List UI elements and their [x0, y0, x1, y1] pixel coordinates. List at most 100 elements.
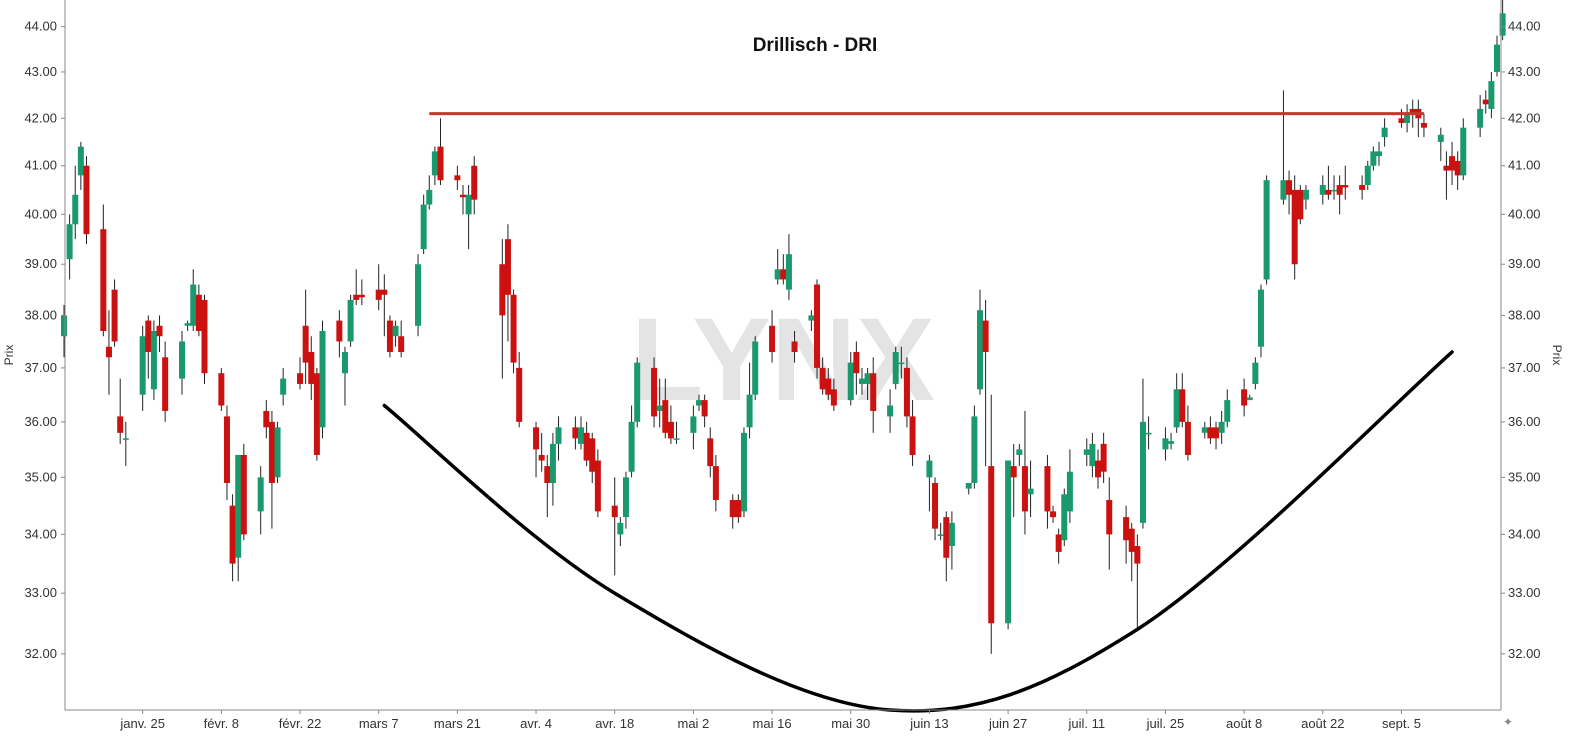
candle-up: [1280, 90, 1287, 205]
candle-up: [1027, 460, 1034, 518]
candle-body: [903, 367, 910, 417]
y-tick-label-left: 43.00: [24, 64, 57, 79]
candle-down: [353, 269, 360, 306]
candle-body: [696, 400, 703, 406]
candle-up: [1370, 146, 1377, 171]
candle-up: [892, 346, 899, 390]
candle-body: [808, 315, 815, 321]
candle-up: [1263, 175, 1270, 285]
candle-body: [785, 254, 792, 290]
candle-body: [392, 325, 399, 337]
candle-up: [72, 165, 79, 240]
candle-up: [1201, 421, 1208, 439]
candle-body: [549, 443, 556, 483]
candle-body: [465, 194, 472, 215]
candle-down: [358, 279, 365, 306]
candle-up: [235, 454, 242, 582]
candle-body: [471, 165, 478, 200]
candle-down: [780, 254, 787, 285]
candle-body: [504, 239, 511, 295]
candle-up: [420, 194, 427, 255]
candle-body: [1207, 427, 1214, 439]
candle-body: [1095, 460, 1102, 478]
candle-body: [150, 330, 157, 390]
candle-body: [1089, 443, 1096, 467]
candles-layer: [61, 0, 1506, 654]
candle-body: [1184, 421, 1191, 455]
candle-down: [145, 315, 152, 379]
y-tick-label-right: 35.00: [1508, 469, 1541, 484]
candle-up: [746, 362, 753, 439]
candle-body: [864, 373, 871, 384]
candle-down: [1241, 378, 1248, 417]
candle-up: [150, 320, 157, 401]
candle-down: [308, 336, 315, 401]
candle-body: [943, 517, 950, 558]
candle-body: [594, 460, 601, 512]
candle-body: [313, 373, 320, 455]
candle-down: [504, 224, 511, 342]
candle-body: [77, 146, 84, 176]
y-tick-label-left: 32.00: [24, 646, 57, 661]
y-tick-label-left: 33.00: [24, 585, 57, 600]
candle-body: [1173, 389, 1180, 428]
candle-down: [988, 394, 995, 654]
x-tick-label: août 8: [1226, 716, 1262, 731]
candle-body: [1398, 118, 1405, 123]
candle-body: [1224, 400, 1231, 422]
candle-down: [870, 357, 877, 433]
candle-body: [814, 284, 821, 368]
candle-body: [701, 400, 708, 417]
candle-body: [1027, 488, 1034, 495]
candle-body: [651, 367, 658, 417]
candle-body: [1494, 44, 1500, 72]
candle-down: [111, 279, 118, 347]
x-tick-label: août 22: [1301, 716, 1344, 731]
candle-down: [1021, 410, 1028, 535]
candle-down: [1297, 185, 1304, 225]
candle-body: [274, 427, 281, 478]
candle-body: [740, 432, 747, 512]
y-tick-label-left: 44.00: [24, 19, 57, 34]
candle-body: [752, 341, 759, 395]
candle-down: [982, 299, 989, 467]
candle-body: [117, 416, 124, 433]
candle-body: [1010, 466, 1017, 478]
y-tick-label-right: 42.00: [1508, 110, 1541, 125]
candle-body: [1134, 546, 1141, 564]
candle-down: [223, 405, 230, 500]
candle-body: [662, 400, 669, 433]
candle-body: [948, 522, 955, 547]
candle-up: [887, 389, 894, 433]
candle-body: [578, 427, 585, 444]
candle-body: [420, 204, 427, 250]
candle-up: [257, 466, 264, 535]
y-tick-label-left: 42.00: [24, 110, 57, 125]
candle-up: [392, 320, 399, 347]
candle-up: [628, 405, 635, 478]
candle-down: [336, 310, 343, 358]
y-tick-label-left: 38.00: [24, 307, 57, 322]
candle-down: [594, 449, 601, 518]
y-tick-label-right: 33.00: [1508, 585, 1541, 600]
candle-body: [179, 341, 186, 379]
candle-body: [516, 367, 523, 422]
candle-body: [656, 405, 663, 411]
watermark: LYNX: [631, 294, 935, 426]
x-tick-label: mai 30: [831, 716, 870, 731]
candle-up: [1168, 432, 1175, 450]
candle-body: [1145, 432, 1152, 435]
candle-body: [1218, 421, 1225, 433]
candle-up: [864, 367, 871, 401]
candle-down: [712, 454, 719, 512]
candle-up: [341, 346, 348, 406]
candle-body: [673, 438, 680, 440]
candle-down: [1342, 165, 1349, 200]
axis-corner-marker-icon[interactable]: ✦: [1503, 715, 1513, 729]
candle-body: [825, 378, 832, 395]
candle-body: [1325, 189, 1332, 195]
candle-down: [533, 421, 540, 478]
candle-up: [1162, 427, 1169, 461]
candle-body: [667, 421, 674, 439]
candle-body: [1066, 471, 1073, 512]
